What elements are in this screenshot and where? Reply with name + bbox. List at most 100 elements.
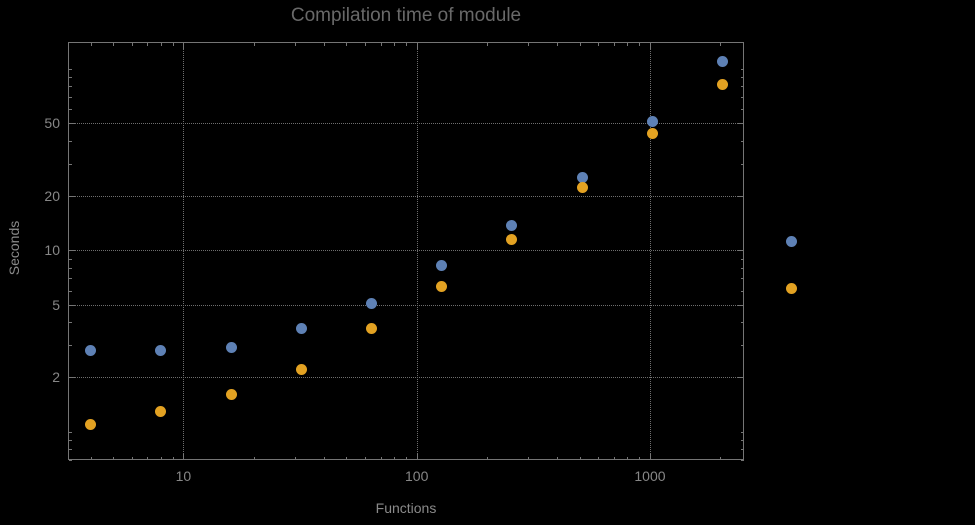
- tick-mark: [741, 290, 744, 292]
- tick-mark: [738, 377, 744, 379]
- tick-mark: [579, 457, 581, 460]
- tick-mark: [380, 457, 382, 460]
- tick-mark: [720, 43, 722, 46]
- data-point-series-1: [225, 342, 237, 354]
- tick-mark: [69, 345, 72, 347]
- y-tick-label: 2: [52, 369, 60, 386]
- tick-mark: [598, 43, 600, 46]
- gridline-y-20: [68, 195, 744, 197]
- tick-mark: [69, 449, 72, 451]
- data-point-series-1: [436, 260, 448, 272]
- data-point-series-1: [85, 345, 97, 357]
- tick-mark: [741, 96, 744, 98]
- tick-mark: [294, 43, 296, 46]
- tick-mark: [527, 457, 529, 460]
- data-point-series-1: [155, 345, 167, 357]
- tick-mark: [160, 457, 162, 460]
- tick-mark: [627, 43, 629, 46]
- tick-mark: [741, 345, 744, 347]
- y-tick-label: 20: [44, 187, 60, 204]
- tick-mark: [627, 457, 629, 460]
- x-tick-label: 100: [405, 468, 429, 484]
- tick-mark: [69, 431, 72, 433]
- tick-mark: [613, 43, 615, 46]
- tick-mark: [527, 43, 529, 46]
- x-tick-label: 10: [175, 468, 192, 484]
- tick-mark: [639, 43, 641, 46]
- tick-mark: [253, 43, 255, 46]
- data-point-series-2: [646, 127, 658, 139]
- tick-mark: [380, 43, 382, 46]
- tick-mark: [183, 454, 185, 460]
- tick-mark: [253, 457, 255, 460]
- data-point-series-2: [365, 323, 377, 335]
- tick-mark: [69, 460, 72, 461]
- tick-mark: [346, 43, 348, 46]
- tick-mark: [741, 86, 744, 88]
- tick-mark: [406, 457, 408, 460]
- y-tick-label: 10: [44, 242, 60, 259]
- tick-mark: [720, 457, 722, 460]
- tick-mark: [741, 449, 744, 451]
- tick-mark: [69, 250, 75, 252]
- data-point-series-2: [225, 389, 237, 401]
- tick-mark: [69, 377, 75, 379]
- data-point-series-2: [506, 234, 518, 246]
- tick-mark: [741, 108, 744, 110]
- x-axis-label: Functions: [375, 500, 437, 516]
- tick-mark: [738, 195, 744, 197]
- data-point-series-2: [576, 182, 588, 194]
- gridline-y-2: [68, 377, 744, 379]
- tick-mark: [69, 290, 72, 292]
- tick-mark: [69, 258, 72, 260]
- tick-mark: [557, 43, 559, 46]
- tick-mark: [738, 123, 744, 125]
- data-point-series-1: [295, 323, 307, 335]
- tick-mark: [172, 457, 174, 460]
- tick-mark: [90, 457, 92, 460]
- tick-mark: [346, 457, 348, 460]
- tick-mark: [183, 43, 185, 49]
- tick-mark: [486, 43, 488, 46]
- tick-mark: [69, 76, 72, 78]
- tick-mark: [69, 86, 72, 88]
- tick-mark: [741, 278, 744, 280]
- legend-marker-series-2: [785, 282, 797, 294]
- gridline-y-50: [68, 123, 744, 125]
- tick-mark: [649, 454, 651, 460]
- tick-mark: [741, 258, 744, 260]
- tick-mark: [131, 43, 133, 46]
- tick-mark: [113, 43, 115, 46]
- y-tick-label: 50: [44, 115, 60, 132]
- tick-mark: [69, 163, 72, 165]
- plot-frame: [68, 42, 744, 460]
- tick-mark: [69, 96, 72, 98]
- tick-mark: [649, 43, 651, 49]
- tick-mark: [394, 43, 396, 46]
- tick-mark: [613, 457, 615, 460]
- data-point-series-2: [295, 364, 307, 376]
- tick-mark: [738, 250, 744, 252]
- tick-mark: [69, 68, 72, 70]
- data-point-series-1: [506, 219, 518, 231]
- tick-mark: [741, 140, 744, 142]
- tick-mark: [416, 454, 418, 460]
- tick-mark: [741, 267, 744, 269]
- tick-mark: [741, 163, 744, 165]
- tick-mark: [364, 457, 366, 460]
- tick-mark: [69, 440, 72, 442]
- tick-mark: [741, 431, 744, 433]
- tick-mark: [557, 457, 559, 460]
- tick-mark: [69, 123, 75, 125]
- tick-mark: [147, 457, 149, 460]
- tick-mark: [486, 457, 488, 460]
- y-tick-label: 5: [52, 296, 60, 313]
- data-point-series-2: [717, 78, 729, 90]
- legend-marker-series-1: [785, 235, 797, 247]
- tick-mark: [741, 322, 744, 324]
- tick-mark: [294, 457, 296, 460]
- tick-mark: [741, 460, 744, 461]
- tick-mark: [394, 457, 396, 460]
- tick-mark: [131, 457, 133, 460]
